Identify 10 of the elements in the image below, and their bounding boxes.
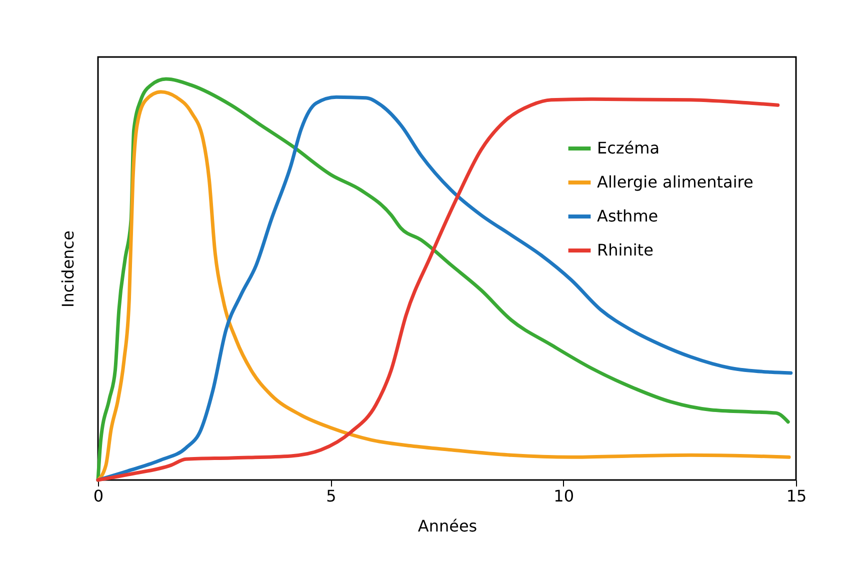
- legend-label: Asthme: [597, 206, 658, 226]
- y-axis-title: Incidence: [58, 230, 78, 308]
- x-tick-label: 0: [93, 486, 104, 506]
- legend-label: Allergie alimentaire: [597, 172, 754, 192]
- x-tick-label: 10: [554, 486, 574, 506]
- x-tick-label: 15: [786, 486, 807, 506]
- legend-label: Eczéma: [597, 138, 660, 158]
- x-axis-title: Années: [418, 516, 478, 536]
- x-tick-label: 5: [326, 486, 336, 506]
- legend-label: Rhinite: [597, 240, 654, 260]
